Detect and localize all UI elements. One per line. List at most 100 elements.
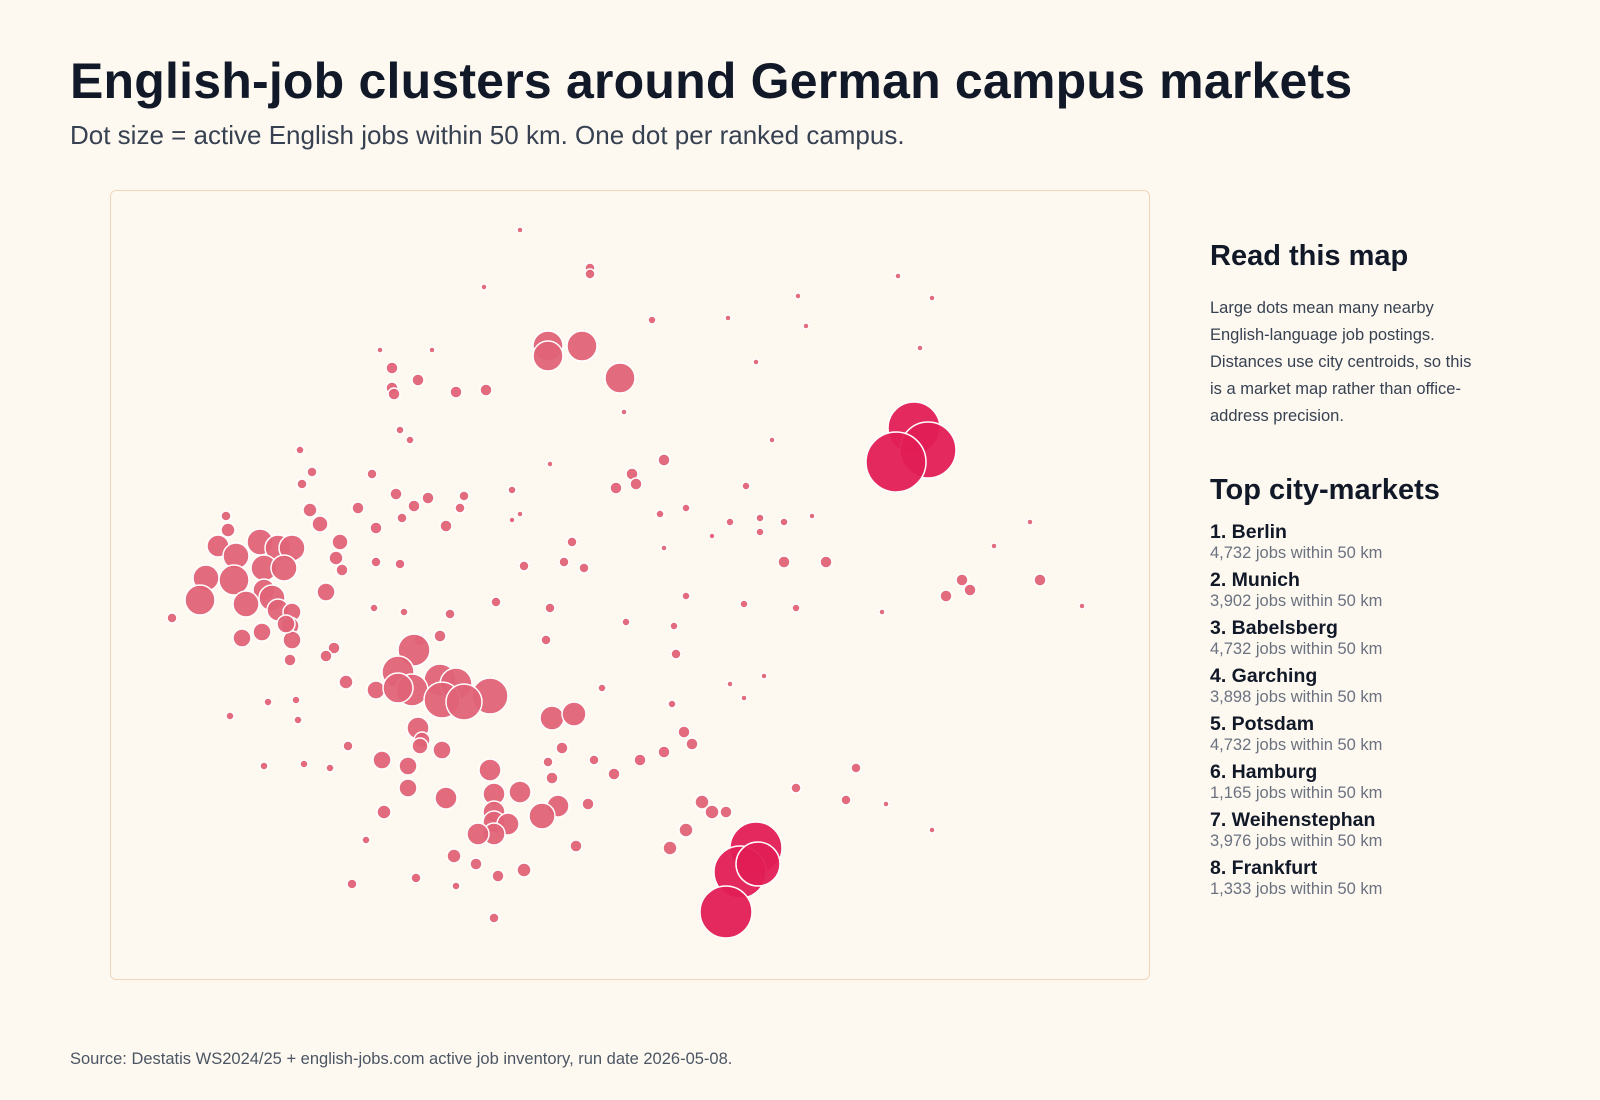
campus-dot	[491, 869, 505, 883]
campus-dot	[331, 533, 349, 551]
campus-dot	[218, 564, 250, 596]
campus-dot	[741, 481, 751, 491]
campus-dot	[351, 501, 365, 515]
campus-dot	[540, 634, 552, 646]
campus-dot	[882, 800, 890, 808]
page-title: English-job clusters around German campu…	[70, 53, 1353, 109]
campus-dot	[546, 460, 554, 468]
campus-dot	[542, 756, 554, 768]
campus-dot	[376, 804, 392, 820]
campus-dot	[657, 745, 671, 759]
campus-dot	[220, 522, 236, 538]
campus-dot	[808, 512, 816, 520]
market-name: 8. Frankfurt	[1210, 857, 1318, 879]
campus-dot	[840, 794, 852, 806]
campus-dot	[609, 481, 623, 495]
campus-dot	[516, 862, 532, 878]
campus-dot	[508, 780, 532, 804]
campus-dot	[561, 701, 587, 727]
campus-dot	[739, 599, 749, 609]
campus-dot	[681, 591, 691, 601]
campus-dot	[794, 292, 802, 300]
campus-dot	[607, 767, 621, 781]
campus-dot	[760, 672, 768, 680]
campus-dot	[387, 387, 401, 401]
campus-dot	[428, 346, 436, 354]
campus-dot	[719, 805, 733, 819]
campus-dot	[446, 848, 462, 864]
campus-dot	[657, 453, 671, 467]
campus-dot	[791, 603, 801, 613]
campus-dot	[555, 741, 569, 755]
campus-dot	[604, 362, 636, 394]
campus-dot	[306, 466, 318, 478]
campus-dot	[566, 330, 598, 362]
campus-dot	[532, 340, 564, 372]
campus-dot	[444, 608, 456, 620]
campus-dot	[545, 771, 559, 785]
campus-dot	[479, 383, 493, 397]
top-markets-list: 1. Berlin 4,732 jobs within 50 km 2. Mun…	[1210, 521, 1570, 899]
campus-dot	[629, 477, 643, 491]
campus-dot	[458, 490, 470, 502]
campus-dot	[385, 361, 399, 375]
campus-dot	[395, 425, 405, 435]
campus-dot	[263, 697, 273, 707]
campus-dot	[677, 725, 691, 739]
campus-dot-large	[735, 841, 781, 887]
campus-dot	[752, 358, 760, 366]
market-jobs: 4,732 jobs within 50 km	[1210, 640, 1383, 658]
campus-dot	[655, 509, 665, 519]
campus-dot	[1078, 602, 1086, 610]
campus-dot	[451, 881, 461, 891]
campus-dot	[410, 872, 422, 884]
campus-dot	[694, 794, 710, 810]
campus-dot	[399, 607, 409, 617]
market-jobs: 3,902 jobs within 50 km	[1210, 592, 1383, 610]
campus-dot	[662, 840, 678, 856]
campus-dot	[372, 750, 392, 770]
campus-dot	[678, 822, 694, 838]
campus-dot	[569, 839, 583, 853]
market-jobs: 4,732 jobs within 50 km	[1210, 736, 1383, 754]
campus-dot	[819, 555, 833, 569]
campus-dot	[319, 649, 333, 663]
campus-dot	[566, 536, 578, 548]
list-item: 5. Potsdam 4,732 jobs within 50 km	[1210, 713, 1570, 755]
list-item: 7. Weihenstephan 3,976 jobs within 50 km	[1210, 809, 1570, 851]
list-item: 4. Garching 3,898 jobs within 50 km	[1210, 665, 1570, 707]
campus-dot	[328, 550, 344, 566]
campus-dot	[490, 596, 502, 608]
campus-dot	[469, 857, 483, 871]
campus-dot	[928, 826, 936, 834]
campus-dot	[755, 513, 765, 523]
market-name: 4. Garching	[1210, 665, 1318, 687]
campus-dot	[439, 519, 453, 533]
campus-dot	[361, 835, 371, 845]
campus-dot	[669, 621, 679, 631]
campus-dot	[633, 753, 647, 767]
market-jobs: 4,732 jobs within 50 km	[1210, 544, 1383, 562]
campus-dot	[802, 322, 810, 330]
campus-dot	[916, 344, 924, 352]
campus-dot	[990, 542, 998, 550]
campus-dot	[291, 695, 301, 705]
market-name: 7. Weihenstephan	[1210, 809, 1376, 831]
campus-dot	[478, 758, 502, 782]
market-name: 5. Potsdam	[1210, 713, 1315, 735]
campus-dot	[327, 641, 341, 655]
campus-dot	[411, 737, 429, 755]
campus-dot	[225, 711, 235, 721]
campus-dot	[955, 573, 969, 587]
list-item: 6. Hamburg 1,165 jobs within 50 km	[1210, 761, 1570, 803]
list-item: 8. Frankfurt 1,333 jobs within 50 km	[1210, 857, 1570, 899]
campus-dot	[252, 622, 272, 642]
campus-dot	[270, 554, 298, 582]
campus-dot	[790, 782, 802, 794]
campus-dot	[296, 478, 308, 490]
campus-dot	[777, 555, 791, 569]
campus-dot-large	[865, 431, 927, 493]
campus-dot	[685, 737, 699, 751]
campus-dot	[670, 648, 682, 660]
